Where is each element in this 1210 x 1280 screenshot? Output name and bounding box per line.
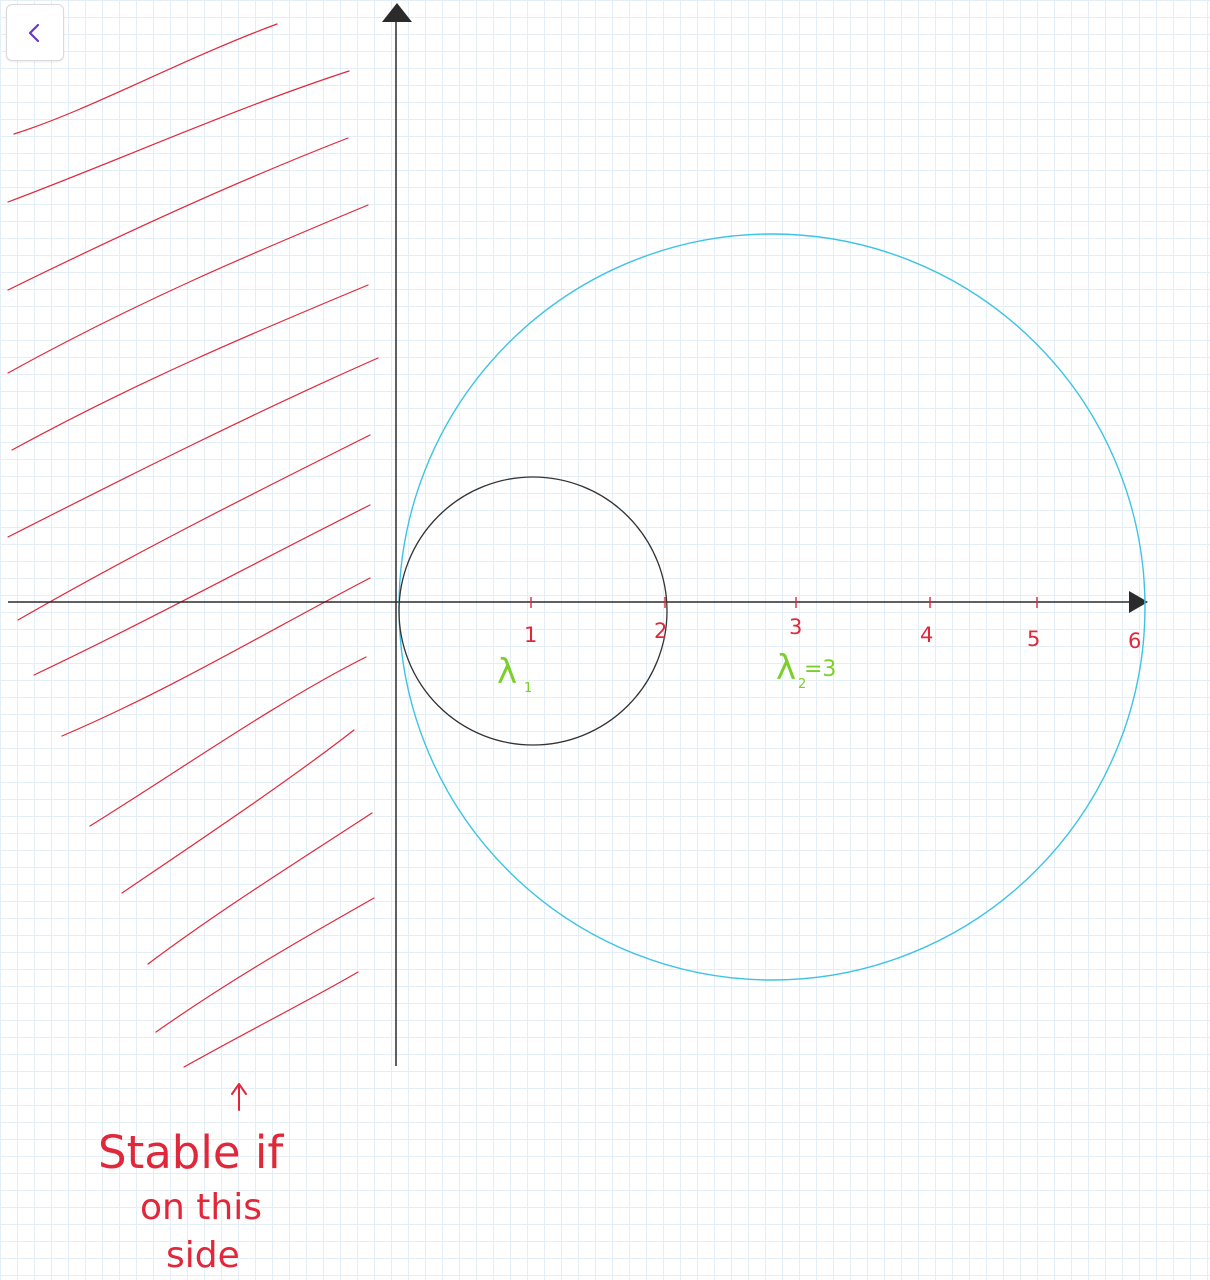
note-line-1: Stable if [98,1126,284,1179]
hatch-line [7,70,350,203]
hatch-line [11,284,369,451]
hatch-line [17,434,371,621]
chevron-left-icon [28,23,40,42]
tick-label-2: 2 [654,619,667,643]
tick-label-3: 3 [789,615,802,639]
large-gershgorin-circle [398,233,1146,981]
note-line-2: on this [140,1187,262,1228]
hatch-line [61,577,371,737]
hatch-line [7,204,369,374]
tick-label-1: 1 [524,623,537,647]
hatch-line [7,357,379,538]
hatch-line [89,656,367,827]
imaginary-axis-arrowhead [382,3,412,22]
stability-note: Stable if on this side [98,1083,284,1276]
stable-region-hatching [7,23,379,1068]
hatch-line [7,137,349,291]
hatch-line [13,23,278,135]
tick-label-5: 5 [1027,627,1040,651]
small-gershgorin-circle [398,476,668,746]
tick-label-4: 4 [920,623,933,647]
tick-label-6: 6 [1128,629,1141,653]
hatch-line [33,504,371,676]
real-axis-ticks [530,597,1038,608]
hatch-line [121,729,355,894]
up-arrow-icon [231,1083,247,1111]
lambda2-value: =3 [804,657,836,682]
axes [8,3,1148,1066]
hatch-line [155,897,375,1033]
back-button[interactable] [6,4,64,61]
lambda1-subscript: 1 [524,681,532,696]
hatch-line [147,812,373,965]
lambda2-symbol: λ [776,648,796,688]
real-axis-arrowhead [1129,591,1148,613]
note-line-3: side [166,1235,240,1276]
lambda1-symbol: λ [497,652,517,692]
lambda2-subscript: 2 [798,677,806,692]
hatch-line [183,971,359,1068]
